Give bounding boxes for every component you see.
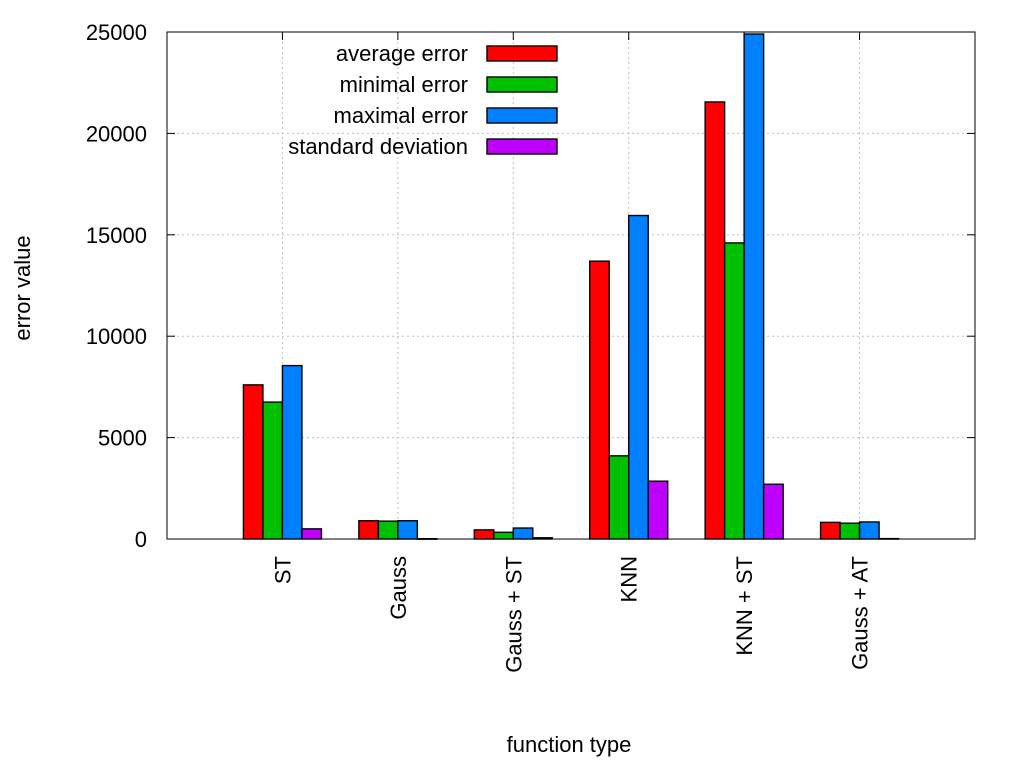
bar — [397, 520, 419, 540]
bar — [743, 33, 765, 540]
legend-swatch — [486, 107, 558, 124]
bar — [839, 522, 861, 540]
bar — [723, 242, 745, 540]
bar — [512, 527, 534, 540]
y-tick-label: 20000 — [86, 121, 147, 146]
bar — [647, 480, 669, 540]
bar — [358, 520, 380, 540]
legend-label: minimal error — [340, 72, 468, 97]
legend-swatch — [486, 138, 558, 155]
bar — [819, 521, 841, 540]
x-tick-label: Gauss — [386, 556, 411, 620]
x-axis-ticks: ST Gauss Gauss + ST KNN KNN + ST Gauss + AT — [270, 32, 873, 673]
y-tick-label: 25000 — [86, 20, 147, 45]
y-tick-label: 15000 — [86, 223, 147, 248]
bar — [762, 483, 784, 540]
legend-label: standard deviation — [288, 134, 468, 159]
y-axis-label: error value — [10, 235, 35, 340]
x-tick-label: ST — [270, 556, 295, 584]
legend-label: maximal error — [334, 103, 468, 128]
legend: average error minimal error maximal error s… — [288, 41, 558, 159]
bar — [704, 101, 726, 540]
x-tick-label: Gauss + AT — [848, 556, 873, 670]
bar — [628, 214, 649, 540]
bar — [589, 260, 610, 540]
bar — [301, 528, 323, 540]
bar — [377, 520, 399, 540]
y-axis-ticks: 0 5000 10000 15000 20000 25000 — [86, 20, 975, 552]
x-tick-label: KNN + ST — [732, 556, 757, 656]
x-tick-label: KNN — [617, 556, 642, 602]
legend-swatch — [486, 76, 558, 93]
y-tick-label: 0 — [135, 527, 147, 552]
bar — [242, 384, 264, 540]
bar — [473, 529, 495, 540]
plot-frame — [166, 31, 976, 540]
bar — [262, 401, 284, 540]
legend-label: average error — [336, 41, 468, 66]
x-axis-label: function type — [507, 732, 632, 757]
y-tick-label: 10000 — [86, 324, 147, 349]
x-tick-label: Gauss + ST — [501, 556, 526, 673]
legend-swatch — [486, 45, 558, 62]
bar — [493, 531, 514, 540]
bar — [608, 455, 630, 540]
bar — [281, 364, 303, 540]
bar — [858, 521, 880, 540]
y-tick-label: 5000 — [98, 426, 147, 451]
